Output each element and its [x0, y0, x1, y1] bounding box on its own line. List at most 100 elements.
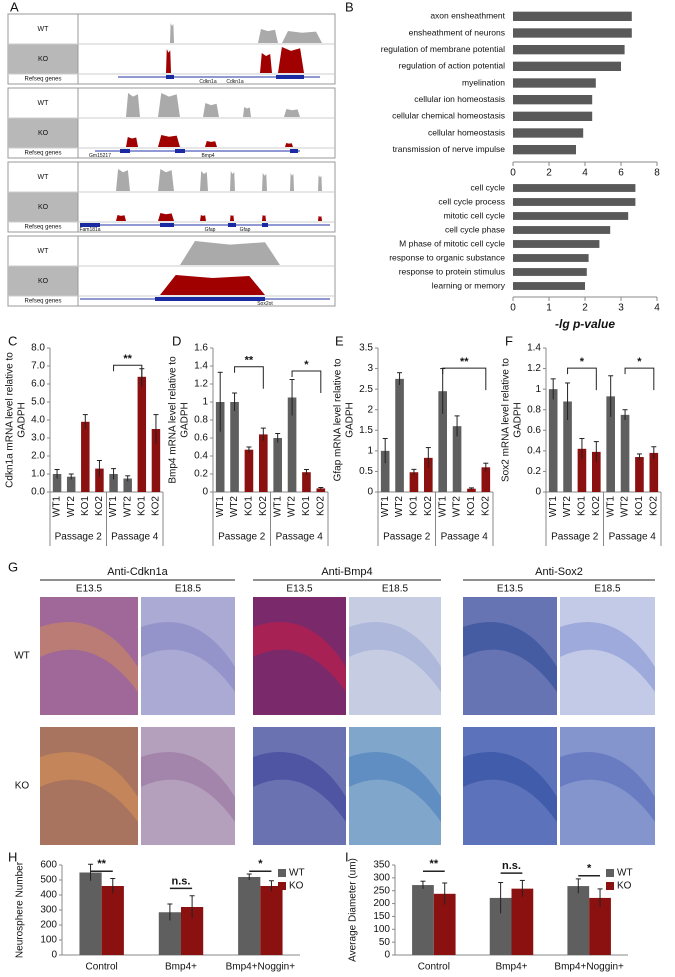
category-label: cellular ion homeostasis	[414, 94, 505, 104]
legend-swatch	[278, 869, 286, 877]
y-axis-label: Bmp4 mRNA level relative to	[168, 356, 179, 484]
group-label: Passage 2	[383, 532, 431, 543]
bar	[52, 474, 62, 492]
bar	[513, 254, 589, 262]
ko-coverage	[160, 275, 265, 295]
track-label: KO	[38, 56, 49, 63]
group-label: Passage 4	[609, 532, 657, 543]
x-tick-label: KO2	[315, 496, 326, 516]
bar	[316, 488, 326, 492]
exon	[160, 223, 174, 227]
x-tick-label: KO2	[94, 496, 105, 516]
legend-label: WT	[617, 868, 633, 879]
y-tick-label: 3.0	[31, 433, 45, 444]
exon	[120, 149, 130, 153]
y-tick-label: 0.8	[194, 415, 208, 426]
x-tick-label: KO2	[648, 496, 659, 516]
category-label: cellular homeostasis	[428, 127, 505, 137]
y-tick-label: 350	[373, 860, 390, 871]
y-tick-label: 1	[202, 397, 208, 408]
y-tick-label: 6.0	[31, 379, 45, 390]
x-tick-label: Bmp4+	[496, 962, 528, 973]
y-tick-label: 0.5	[359, 466, 373, 477]
bar	[151, 429, 161, 492]
y-tick-label: 1.4	[527, 343, 541, 354]
gene-name: Sox2ot	[257, 301, 273, 307]
y-tick-label: 1.4	[194, 361, 208, 372]
row-label: KO	[15, 781, 30, 792]
bar	[577, 448, 587, 492]
y-tick-label: 1	[535, 384, 541, 395]
y-axis-label: GADPH	[180, 402, 191, 438]
x-tick-label: KO1	[577, 496, 588, 516]
panel-label: F	[505, 333, 513, 348]
category-label: response to organic substance	[389, 252, 505, 262]
bar	[380, 450, 390, 492]
tissue-layer	[560, 622, 655, 692]
x-tick-label: WT2	[562, 496, 573, 518]
gene-name: Cdkn1a	[199, 79, 216, 85]
x-tick-label: 8	[654, 168, 660, 179]
y-tick-label: 7.0	[31, 361, 45, 372]
x-tick-label: WT2	[287, 496, 298, 518]
bar	[513, 11, 632, 21]
track-label: WT	[38, 100, 50, 107]
bar	[260, 886, 283, 955]
bar	[592, 451, 601, 492]
stage-label: E13.5	[286, 584, 313, 595]
bar	[589, 897, 611, 955]
bar	[606, 396, 615, 492]
track-label: KO	[38, 204, 49, 211]
y-tick-label: 200	[40, 920, 57, 931]
x-tick-label: WT2	[452, 496, 463, 518]
category-label: regulation of action potential	[399, 61, 505, 71]
exon	[276, 75, 304, 79]
exon	[228, 223, 236, 227]
y-tick-label: 1.6	[194, 343, 208, 354]
category-label: regulation of membrane potential	[381, 44, 505, 54]
significance-bracket	[113, 364, 143, 388]
group-label: Passage 4	[276, 532, 324, 543]
ko-cell	[8, 44, 78, 74]
y-tick-label: 0.4	[527, 445, 541, 456]
gene-name: Cdkn1a	[226, 79, 243, 85]
exon	[262, 223, 268, 227]
y-tick-label: 400	[40, 890, 57, 901]
significance-label: **	[123, 353, 132, 365]
exon	[290, 149, 298, 153]
x-tick-label: Control	[86, 962, 118, 973]
tissue-layer	[349, 752, 441, 822]
x-tick-label: WT2	[66, 496, 77, 518]
x-tick-label: WT1	[272, 496, 283, 518]
x-tick-label: WT2	[122, 496, 133, 518]
bar	[567, 886, 590, 955]
x-tick-label: Bmp4+Noggin+	[554, 962, 624, 973]
x-tick-label: 4	[582, 168, 588, 179]
x-tick-label: Control	[418, 962, 450, 973]
bar	[101, 886, 124, 955]
y-tick-label: 0	[202, 487, 208, 498]
y-tick-label: 150	[373, 911, 390, 922]
y-axis-label: Cdkn1a mRNA level relative to	[5, 352, 16, 488]
y-axis-label: GADPH	[513, 402, 524, 438]
tissue-layer	[141, 752, 235, 822]
stain-title: Anti-Cdkn1a	[107, 566, 168, 578]
x-tick-label: 1	[546, 303, 552, 314]
bar	[513, 268, 587, 276]
wt-coverage	[116, 169, 322, 191]
bar	[511, 888, 534, 955]
bar	[513, 145, 576, 155]
y-tick-label: 1	[367, 445, 373, 456]
significance-bracket	[567, 367, 597, 391]
y-tick-label: 0.2	[527, 466, 541, 477]
y-tick-label: 100	[40, 935, 57, 946]
bar	[513, 128, 584, 138]
y-tick-label: 1.0	[31, 469, 45, 480]
category-label: M phase of mitotic cell cycle	[399, 238, 505, 248]
y-tick-label: 8.0	[31, 343, 45, 354]
significance-label: n.s.	[172, 875, 191, 887]
y-axis-label: Average Diameter (um)	[348, 858, 359, 962]
gene-name: Gfap	[240, 227, 251, 233]
legend-label: KO	[289, 881, 304, 892]
y-axis-label: Gfap mRNA level relative to	[333, 358, 344, 481]
